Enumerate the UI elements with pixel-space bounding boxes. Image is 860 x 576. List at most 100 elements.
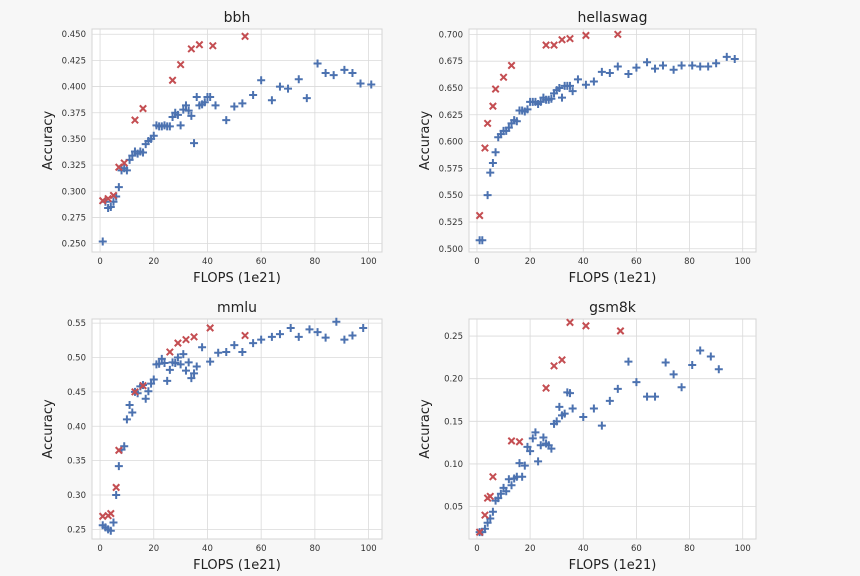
plus-marker-point xyxy=(568,404,577,413)
plus-marker-point xyxy=(114,183,123,192)
plus-marker-point xyxy=(106,526,115,535)
x-marker-point xyxy=(182,335,190,344)
plus-marker-point xyxy=(184,358,193,367)
plus-marker-point xyxy=(302,94,311,103)
plus-marker-point xyxy=(257,335,266,344)
plus-marker-point xyxy=(547,94,556,103)
x-marker-point xyxy=(566,34,574,43)
plus-marker-point xyxy=(704,62,713,71)
plus-marker-point xyxy=(696,62,705,71)
plus-marker-point xyxy=(179,350,188,359)
y-tick-label: 0.50 xyxy=(67,354,86,364)
x-marker-point xyxy=(195,40,204,49)
chart-title: mmlu xyxy=(217,300,257,316)
plus-marker-point xyxy=(589,404,598,413)
plus-marker-point xyxy=(106,202,115,211)
plus-marker-point xyxy=(321,68,330,77)
plus-marker-point xyxy=(661,358,670,367)
y-tick-label: 0.675 xyxy=(439,57,463,67)
chart-title: bbh xyxy=(224,10,251,26)
plus-marker-point xyxy=(565,389,574,398)
plus-marker-point xyxy=(552,417,561,426)
plus-marker-point xyxy=(677,61,686,70)
plus-marker-point xyxy=(206,93,215,102)
plus-marker-point xyxy=(483,518,492,527)
x-marker-point xyxy=(98,196,107,205)
plus-marker-point xyxy=(348,331,357,340)
plus-marker-point xyxy=(168,112,177,121)
panel-hellaswag: 0 20 40 60 80 100 0.500 0.525 0.550 0.575 0.600 0.6… xyxy=(418,10,757,286)
tick-labels: 0 20 40 60 80 100 0.25 0.30 0.35 0.40 0.45 0.50 0.55 xyxy=(67,319,377,554)
plus-marker-point xyxy=(359,323,368,332)
plus-marker-point xyxy=(200,98,209,107)
x-tick-label: 60 xyxy=(256,544,267,554)
plus-marker-point xyxy=(176,360,185,369)
plus-marker-point xyxy=(555,83,564,92)
plus-marker-point xyxy=(560,409,569,418)
y-tick-label: 0.10 xyxy=(444,460,463,470)
plus-marker-point xyxy=(531,428,540,437)
plus-marker-point xyxy=(568,87,577,96)
x-marker-point xyxy=(507,437,516,445)
x-tick-label: 0 xyxy=(97,544,102,554)
x-marker-point xyxy=(582,31,590,40)
x-marker-point xyxy=(165,348,174,356)
plus-marker-point xyxy=(286,323,295,332)
x-marker-point xyxy=(106,509,115,518)
plus-marker-point xyxy=(677,383,686,392)
x-tick-label: 100 xyxy=(735,544,751,554)
plus-marker-point xyxy=(536,441,545,450)
x-tick-label: 80 xyxy=(684,544,695,554)
plus-marker-point xyxy=(190,139,199,148)
y-tick-label: 0.300 xyxy=(62,187,86,197)
plus-marker-point xyxy=(518,472,527,481)
plus-marker-point xyxy=(547,444,556,453)
x-marker-point xyxy=(566,318,574,327)
x-marker-point xyxy=(168,76,177,85)
y-tick-label: 0.700 xyxy=(439,30,463,40)
plus-marker-point xyxy=(491,148,500,157)
x-tick-label: 100 xyxy=(360,544,376,554)
plus-marker-point xyxy=(669,65,678,74)
plus-marker-point xyxy=(214,348,223,357)
y-tick-label: 0.425 xyxy=(62,56,86,66)
x-axis-label: FLOPS (1e21) xyxy=(193,271,281,286)
plus-marker-point xyxy=(706,352,715,361)
plus-marker-point xyxy=(581,80,590,89)
plus-marker-point xyxy=(98,237,107,246)
plus-marker-point xyxy=(613,384,622,393)
panel-mmlu: 0 20 40 60 80 100 0.25 0.30 0.35 0.40 0.45 0.50 0.55… xyxy=(41,300,383,573)
x-tick-label: 0 xyxy=(474,544,479,554)
plus-marker-point xyxy=(147,379,156,388)
x-marker-point xyxy=(515,437,524,446)
plus-marker-point xyxy=(486,168,495,177)
plus-marker-point xyxy=(192,362,201,371)
plus-marker-point xyxy=(238,348,247,356)
plus-marker-point xyxy=(173,353,182,362)
x-tick-label: 0 xyxy=(97,257,102,267)
data-markers xyxy=(475,30,739,245)
plus-marker-point xyxy=(114,462,123,471)
x-marker-point xyxy=(475,211,484,220)
plus-marker-point xyxy=(632,63,641,72)
x-marker-point xyxy=(241,331,249,340)
x-marker-point xyxy=(550,41,558,49)
y-tick-label: 0.25 xyxy=(67,525,86,535)
data-markers xyxy=(98,317,368,535)
panel-gsm8k: 0 20 40 60 80 100 0.05 0.10 0.15 0.20 0.25 gsm8k F… xyxy=(418,300,757,573)
tick-labels: 0 20 40 60 80 100 0.250 0.275 0.300 0.325 0.350 0.3… xyxy=(62,30,377,267)
y-tick-label: 0.35 xyxy=(67,457,86,467)
plus-marker-point xyxy=(120,442,129,451)
x-marker-point xyxy=(481,144,489,152)
x-tick-label: 40 xyxy=(578,544,589,554)
x-tick-label: 0 xyxy=(474,257,479,267)
plus-marker-point xyxy=(534,457,543,466)
plus-marker-point xyxy=(249,339,258,348)
x-marker-point xyxy=(475,528,484,537)
plus-marker-point xyxy=(165,122,174,131)
plus-marker-point xyxy=(211,101,220,110)
plus-marker-point xyxy=(109,518,118,527)
y-tick-label: 0.600 xyxy=(439,138,463,148)
plus-marker-point xyxy=(313,328,322,337)
plus-marker-point xyxy=(356,79,365,88)
